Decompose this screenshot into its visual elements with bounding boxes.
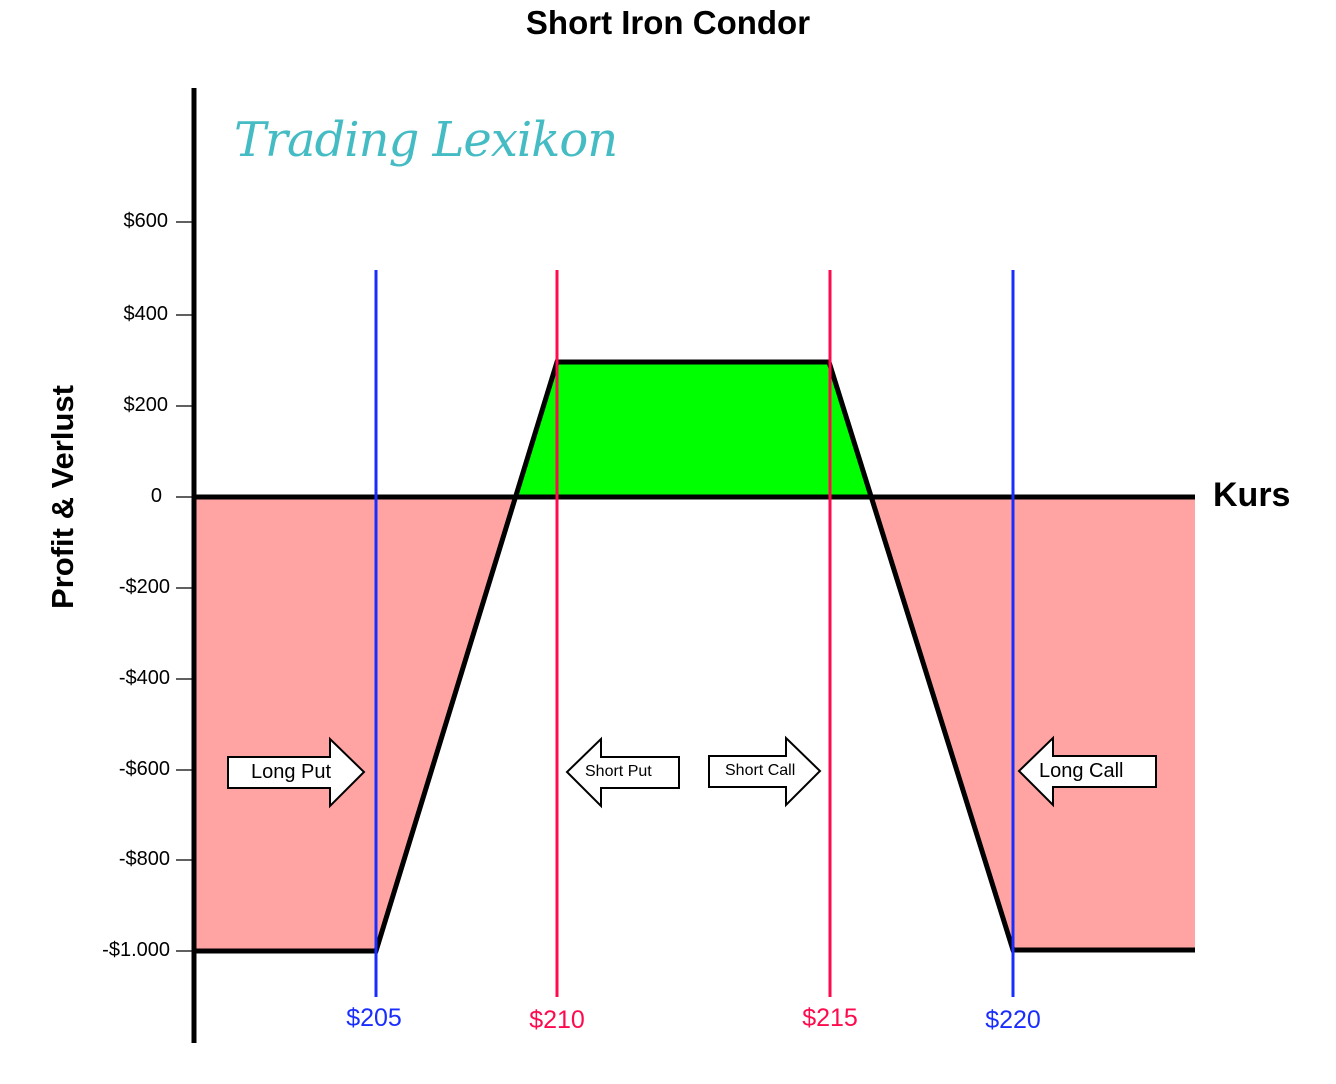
- annotation-long-call: Long Call: [1039, 760, 1124, 782]
- y-tick-label: -$1.000: [102, 939, 170, 961]
- annotation-short-call: Short Call: [725, 762, 796, 779]
- payoff-line: [195, 359, 1195, 954]
- strike-label-210: $210: [529, 1006, 585, 1034]
- x-axis-label: Kurs: [1213, 476, 1291, 514]
- y-tick-label: $400: [123, 303, 169, 325]
- profit-area: [515, 362, 871, 497]
- arrow-right-icon: [708, 735, 822, 808]
- arrow-left-icon: [565, 736, 680, 809]
- strike-label-205: $205: [346, 1004, 402, 1032]
- y-tick-label: $600: [123, 210, 169, 232]
- strike-label-215: $215: [802, 1004, 858, 1032]
- annotation-long-put: Long Put: [251, 761, 332, 783]
- y-ticks: [176, 221, 194, 952]
- y-tick-label: $200: [123, 394, 169, 416]
- strike-label-220: $220: [985, 1006, 1041, 1034]
- y-tick-label: -$400: [118, 667, 170, 689]
- y-tick-label: -$600: [118, 758, 170, 780]
- watermark-logo: Trading Lexikon: [234, 112, 618, 168]
- chart-title: Short Iron Condor: [525, 4, 811, 41]
- y-tick-label: -$200: [118, 576, 170, 598]
- loss-area-right: [871, 497, 1195, 950]
- arrow-left-icon: [1017, 735, 1157, 808]
- loss-area-left: [195, 497, 515, 951]
- y-tick-label: 0: [150, 485, 162, 507]
- y-tick-label: -$800: [118, 848, 170, 870]
- arrow-right-icon: [227, 736, 366, 809]
- annotation-short-put: Short Put: [585, 763, 652, 780]
